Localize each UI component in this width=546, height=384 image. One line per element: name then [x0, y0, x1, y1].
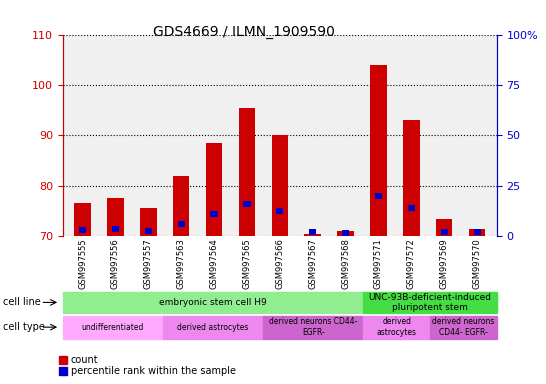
- Bar: [342, 230, 349, 236]
- Text: GSM997556: GSM997556: [111, 238, 120, 289]
- Text: GSM997567: GSM997567: [308, 238, 317, 289]
- Text: embryonic stem cell H9: embryonic stem cell H9: [159, 298, 267, 307]
- Bar: [140, 209, 157, 236]
- Text: GSM997569: GSM997569: [440, 238, 449, 289]
- Text: GSM997572: GSM997572: [407, 238, 416, 289]
- Text: GDS4669 / ILMN_1909590: GDS4669 / ILMN_1909590: [153, 25, 335, 39]
- Bar: [309, 229, 316, 235]
- Bar: [370, 65, 387, 236]
- Text: GSM997557: GSM997557: [144, 238, 153, 289]
- Bar: [337, 231, 354, 236]
- Bar: [74, 204, 91, 236]
- Text: GSM997571: GSM997571: [374, 238, 383, 289]
- Text: GSM997555: GSM997555: [78, 238, 87, 289]
- Bar: [112, 226, 119, 232]
- Bar: [436, 218, 453, 236]
- Text: percentile rank within the sample: percentile rank within the sample: [71, 366, 236, 376]
- Bar: [305, 233, 321, 236]
- Text: GSM997563: GSM997563: [177, 238, 186, 289]
- Text: derived neurons
CD44- EGFR-: derived neurons CD44- EGFR-: [432, 318, 495, 337]
- Bar: [473, 229, 480, 235]
- Bar: [145, 228, 152, 234]
- Text: cell type: cell type: [3, 322, 45, 332]
- Text: GSM997568: GSM997568: [341, 238, 350, 289]
- Text: derived astrocytes: derived astrocytes: [177, 323, 249, 332]
- Text: GSM997564: GSM997564: [210, 238, 218, 289]
- Bar: [177, 221, 185, 227]
- Bar: [403, 120, 419, 236]
- Bar: [206, 143, 222, 236]
- Text: derived neurons CD44-
EGFR-: derived neurons CD44- EGFR-: [269, 318, 358, 337]
- Bar: [173, 175, 189, 236]
- Bar: [276, 208, 283, 214]
- Text: GSM997570: GSM997570: [473, 238, 482, 289]
- Bar: [375, 193, 382, 199]
- Text: GSM997566: GSM997566: [275, 238, 284, 289]
- Text: UNC-93B-deficient-induced
pluripotent stem: UNC-93B-deficient-induced pluripotent st…: [369, 293, 491, 312]
- Bar: [239, 108, 255, 236]
- Bar: [408, 205, 415, 211]
- Text: cell line: cell line: [3, 297, 40, 308]
- Text: undifferentiated: undifferentiated: [82, 323, 144, 332]
- Bar: [107, 199, 123, 236]
- Bar: [469, 228, 485, 236]
- Bar: [271, 135, 288, 236]
- Bar: [79, 227, 86, 233]
- Text: GSM997565: GSM997565: [242, 238, 252, 289]
- Bar: [441, 229, 448, 235]
- Text: derived
astrocytes: derived astrocytes: [377, 318, 417, 337]
- Text: count: count: [71, 355, 99, 365]
- Bar: [210, 211, 218, 217]
- Bar: [244, 201, 251, 207]
